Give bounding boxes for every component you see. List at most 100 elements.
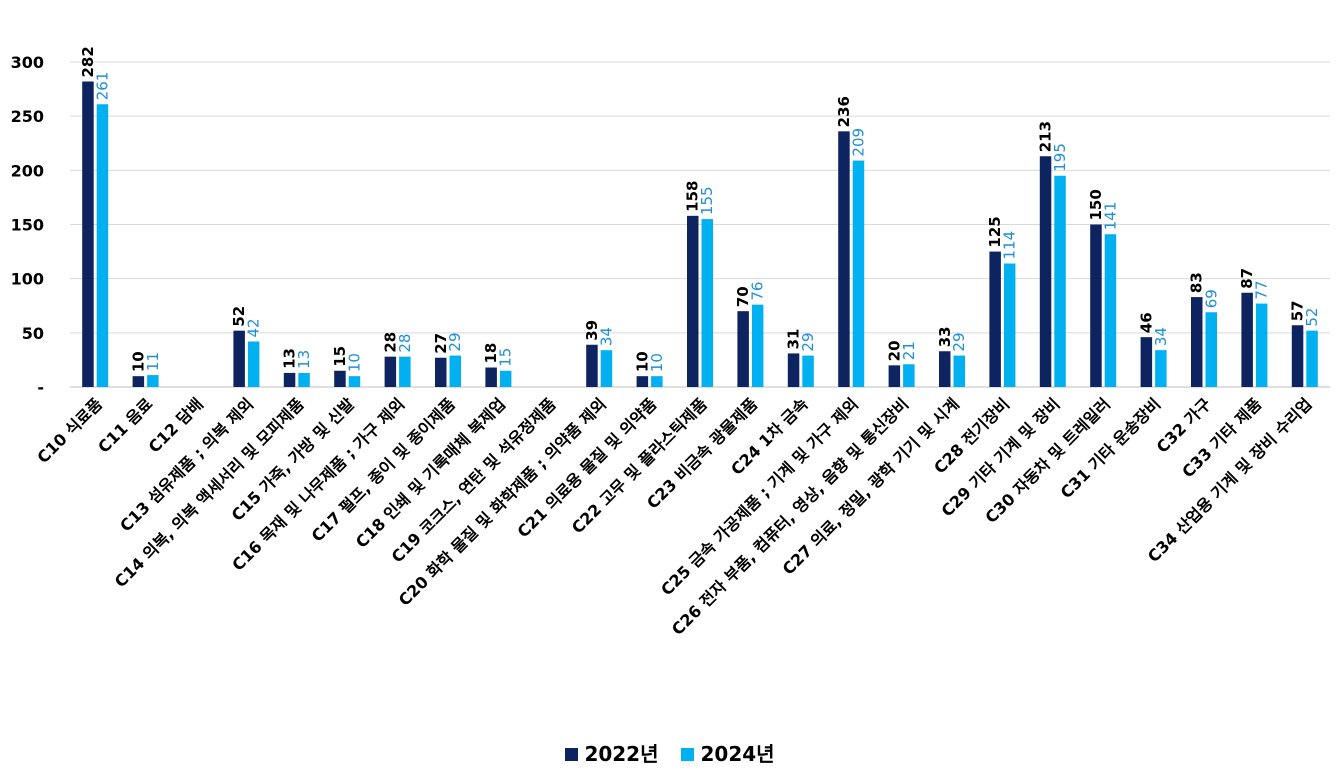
bar-2024: [247, 341, 260, 387]
bar-2022: [737, 311, 749, 387]
bar-2022: [1241, 292, 1253, 387]
data-label-2022: 10: [633, 351, 651, 372]
data-label-2024: 261: [93, 72, 111, 101]
bar-2024: [600, 350, 613, 387]
bar-2024: [1306, 330, 1318, 387]
data-label-2024: 29: [799, 332, 817, 351]
bar-2024: [1054, 175, 1066, 387]
bar-2024: [1104, 234, 1117, 387]
bar-2024: [1155, 350, 1167, 387]
legend-swatch-2022: [565, 748, 579, 761]
bar-2022: [888, 365, 901, 387]
data-label-2022: 236: [835, 96, 853, 127]
data-label-2022: 39: [583, 320, 601, 341]
data-label-2022: 18: [482, 343, 500, 364]
data-label-2024: 52: [1303, 308, 1321, 327]
bar-2024: [701, 219, 713, 387]
data-label-2024: 34: [1152, 327, 1170, 346]
data-label-2024: 155: [698, 186, 716, 215]
x-tick-label: C26 전자 부품, 컴퓨터, 영상, 음향 및 통신장비: [668, 394, 912, 638]
x-tick-label: C11 음료: [94, 394, 156, 456]
y-tick-label: 250: [11, 107, 44, 126]
bar-2024: [802, 355, 814, 387]
legend-swatch-2024: [681, 748, 695, 761]
bar-2024: [298, 372, 310, 387]
bars: [82, 81, 1318, 387]
bar-2022: [1191, 297, 1203, 387]
data-label-2024: 15: [497, 348, 515, 367]
data-label-2024: 28: [396, 334, 414, 353]
bar-2022: [939, 351, 951, 387]
legend: 2022년 2024년: [0, 738, 1340, 767]
data-label-2024: 29: [950, 332, 968, 351]
bar-2024: [147, 375, 159, 387]
bar-2022: [838, 131, 850, 387]
bar-2022: [132, 376, 145, 387]
bar-2022: [989, 251, 1001, 387]
bar-2022: [1039, 156, 1052, 387]
bar-2024: [399, 356, 411, 387]
bar-2024: [651, 376, 663, 387]
data-label-2024: 29: [446, 332, 464, 351]
data-label-2024: 114: [1001, 231, 1019, 260]
data-label-2022: 20: [885, 340, 903, 361]
bar-2022: [283, 372, 296, 387]
data-label-2024: 21: [900, 341, 918, 360]
bar-2022: [334, 370, 346, 387]
bar-2024: [348, 376, 361, 387]
data-label-2022: 28: [381, 332, 399, 353]
data-label-2022: 10: [129, 351, 147, 372]
legend-label-2022: 2022년: [584, 742, 659, 766]
legend-label-2024: 2024년: [700, 742, 775, 766]
y-axis: - 50 100 150 200 250 300: [11, 53, 44, 397]
data-label-2022: 282: [79, 46, 97, 77]
bar-2022: [636, 376, 649, 387]
data-label-2022: 70: [734, 286, 752, 307]
y-tick-label: 50: [22, 324, 44, 343]
data-label-2022: 83: [1188, 272, 1206, 293]
data-label-2024: 76: [749, 282, 767, 301]
bar-2024: [1255, 303, 1268, 387]
data-label-2024: 10: [648, 353, 666, 372]
bar-2024: [499, 370, 512, 387]
data-label-2024: 195: [1051, 143, 1069, 172]
data-label-2024: 13: [295, 350, 313, 369]
bar-2022: [586, 344, 598, 387]
data-label-2022: 27: [432, 333, 450, 354]
bar-2022: [435, 357, 447, 387]
data-label-2024: 69: [1202, 289, 1220, 308]
bar-2022: [1140, 337, 1153, 387]
gridlines: [70, 61, 1330, 388]
data-label-2022: 46: [1137, 312, 1155, 333]
bar-2022: [787, 353, 800, 387]
bar-2022: [233, 330, 245, 387]
data-label-2022: 52: [230, 306, 248, 327]
bar-2024: [1205, 312, 1217, 387]
y-tick-label: 100: [11, 270, 44, 289]
bar-2022: [485, 367, 497, 387]
x-tick-label: C10 식료품: [33, 394, 106, 467]
bar-2022: [1090, 224, 1102, 387]
y-tick-label: 300: [11, 53, 44, 72]
y-tick-label: -: [37, 378, 44, 397]
bar-2024: [751, 304, 764, 387]
data-label-2024: 209: [849, 128, 867, 157]
data-label-2024: 141: [1101, 202, 1119, 231]
y-tick-label: 150: [11, 216, 44, 235]
bar-2022: [1291, 325, 1304, 387]
data-label-2022: 150: [1087, 189, 1105, 220]
data-label-2022: 15: [331, 346, 349, 367]
bar-2024: [852, 160, 865, 387]
data-label-2022: 57: [1289, 300, 1307, 321]
data-label-2022: 158: [684, 181, 702, 212]
y-tick-label: 200: [11, 161, 44, 180]
bar-2022: [82, 81, 94, 387]
data-label-2022: 125: [986, 216, 1004, 247]
data-label-2022: 31: [785, 329, 803, 350]
bar-2024: [449, 355, 461, 387]
data-label-2024: 10: [345, 353, 363, 372]
data-label-2024: 11: [144, 352, 162, 371]
bar-2024: [96, 104, 109, 387]
bar-2024: [1003, 263, 1016, 387]
